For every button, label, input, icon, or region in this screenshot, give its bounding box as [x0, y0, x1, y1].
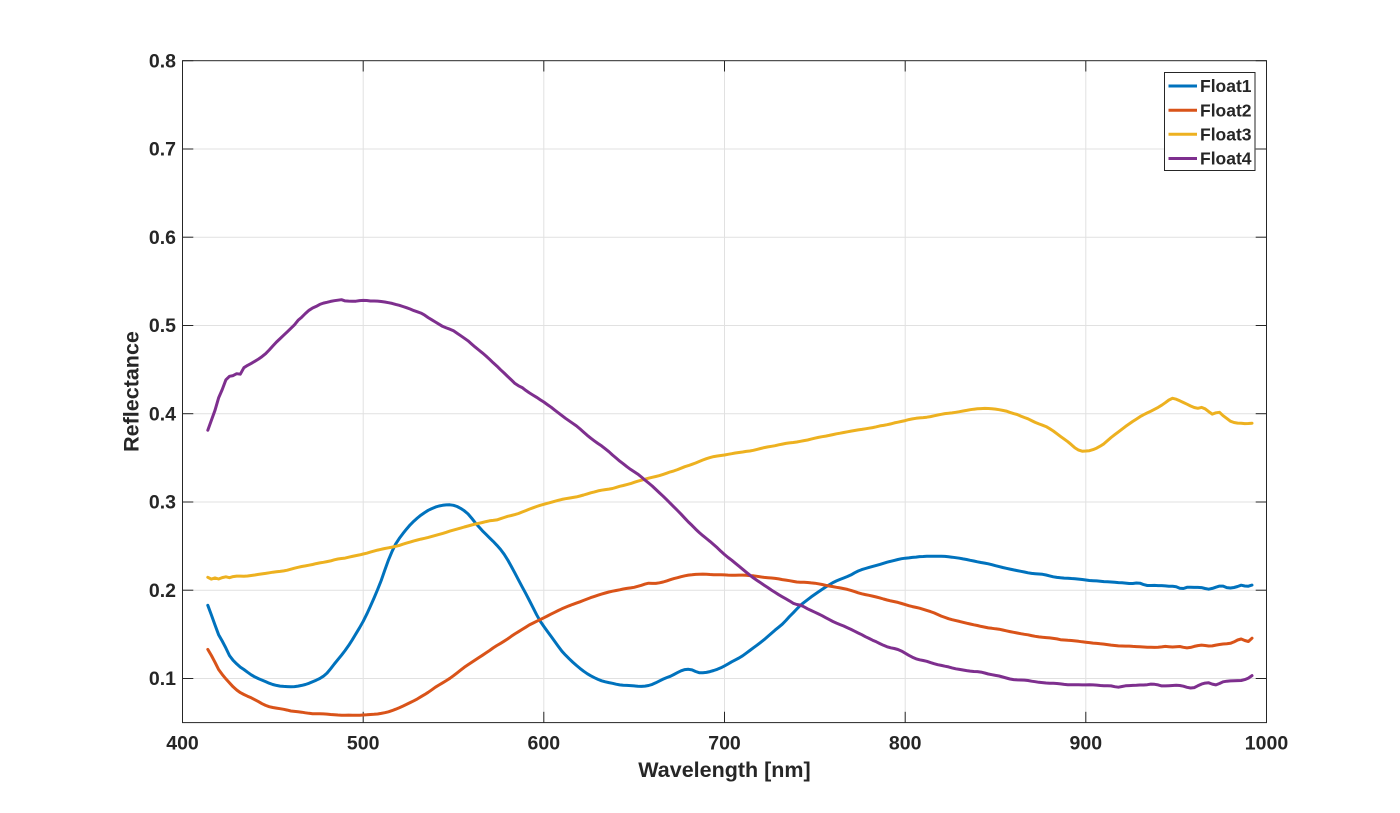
svg-text:Float3: Float3 — [1200, 125, 1252, 145]
svg-text:800: 800 — [889, 733, 922, 755]
svg-text:1000: 1000 — [1245, 733, 1289, 755]
svg-text:400: 400 — [166, 733, 199, 755]
svg-text:Float4: Float4 — [1200, 149, 1252, 169]
svg-text:0.7: 0.7 — [149, 139, 176, 161]
svg-text:0.1: 0.1 — [149, 668, 176, 690]
svg-text:Reflectance: Reflectance — [120, 331, 144, 452]
svg-text:700: 700 — [708, 733, 741, 755]
svg-text:500: 500 — [347, 733, 380, 755]
svg-text:Float1: Float1 — [1200, 76, 1252, 96]
svg-text:0.5: 0.5 — [149, 315, 176, 337]
svg-text:0.6: 0.6 — [149, 227, 176, 249]
svg-text:600: 600 — [528, 733, 561, 755]
svg-text:0.4: 0.4 — [149, 403, 176, 425]
svg-text:900: 900 — [1070, 733, 1103, 755]
svg-text:Wavelength [nm]: Wavelength [nm] — [638, 758, 810, 782]
svg-text:0.8: 0.8 — [149, 50, 176, 72]
svg-text:0.3: 0.3 — [149, 492, 176, 514]
svg-text:0.2: 0.2 — [149, 580, 176, 602]
svg-text:Float2: Float2 — [1200, 100, 1252, 120]
